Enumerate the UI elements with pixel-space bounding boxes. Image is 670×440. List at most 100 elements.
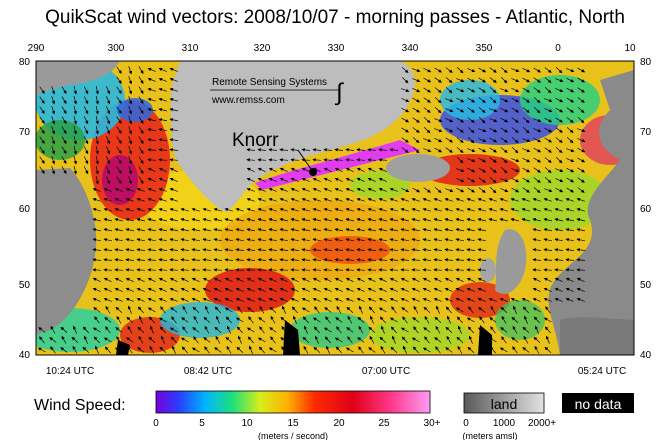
wind-vector-arrow	[499, 297, 508, 302]
wind-vector-arrow	[411, 248, 421, 252]
wind-map	[36, 61, 634, 355]
wind-vector-arrow	[544, 127, 553, 133]
wind-vector-arrow	[543, 317, 552, 323]
wind-vector-arrow	[114, 287, 123, 292]
wind-vector-arrow	[92, 197, 101, 202]
wind-vector-arrow	[543, 197, 552, 202]
wind-vector-arrow	[169, 77, 178, 82]
wind-vector-arrow	[73, 96, 77, 105]
wind-vector-arrow	[345, 268, 355, 272]
wind-vector-arrow	[39, 156, 45, 164]
wind-vector-arrow	[61, 106, 67, 114]
wind-vector-arrow	[511, 78, 520, 83]
wind-vector-arrow	[325, 316, 331, 324]
wind-vector-arrow	[147, 218, 156, 222]
wind-vector-arrow	[138, 315, 143, 324]
wind-vector-arrow	[378, 158, 388, 162]
wind-vector-arrow	[73, 146, 77, 155]
wind-vector-arrow	[147, 108, 156, 112]
wind-vector-arrow	[257, 337, 266, 343]
lon-tick: 10	[624, 43, 636, 54]
wind-vector-arrow	[478, 87, 486, 93]
wind-vector-arrow	[500, 98, 509, 103]
wind-vector-arrow	[411, 297, 420, 302]
wind-vector-arrow	[411, 238, 420, 242]
wind-vector-arrow	[467, 87, 476, 93]
wind-vector-arrow	[367, 287, 376, 292]
lat-tick: 70	[19, 127, 31, 138]
wind-vector-arrow	[279, 287, 288, 292]
wind-vector-arrow	[61, 335, 67, 344]
wind-vector-arrow	[543, 207, 552, 212]
wind-vector-arrow	[103, 337, 112, 343]
wind-vector-arrow	[191, 268, 201, 272]
wind-vector-arrow	[466, 287, 475, 292]
pass-time: 07:00 UTC	[362, 366, 410, 377]
wind-vector-arrow	[433, 218, 442, 222]
wind-vector-arrow	[114, 347, 123, 353]
wind-vector-arrow	[445, 306, 452, 314]
wind-vector-arrow	[445, 137, 453, 143]
wind-vector-arrow	[279, 187, 288, 192]
wind-vector-arrow	[554, 228, 563, 232]
wind-vector-arrow	[215, 335, 221, 344]
wind-vector-arrow	[312, 317, 321, 323]
wind-vector-arrow	[334, 218, 343, 222]
wind-vector-arrow	[290, 238, 299, 242]
wind-vector-arrow	[391, 306, 397, 314]
wind-vector-arrow	[533, 147, 542, 153]
speed-tick: 20	[333, 418, 345, 429]
wind-vector-arrow	[389, 297, 398, 302]
wind-vector-arrow	[302, 336, 310, 343]
wind-vector-arrow	[268, 268, 278, 272]
wind-vector-arrow	[555, 127, 563, 133]
wind-vector-arrow	[169, 187, 178, 192]
wind-vector-arrow	[532, 287, 541, 292]
wind-vector-arrow	[138, 126, 144, 134]
wind-vector-arrow	[270, 336, 276, 344]
wind-vector-arrow	[291, 326, 299, 333]
wind-vector-arrow	[336, 305, 342, 314]
wind-vector-arrow	[444, 248, 454, 252]
wind-vector-arrow	[478, 67, 487, 73]
wind-vector-arrow	[158, 228, 167, 232]
wind-vector-arrow	[467, 127, 475, 134]
wind-vector-arrow	[334, 177, 343, 182]
wind-vector-arrow	[137, 326, 145, 333]
wind-vector-arrow	[555, 137, 563, 143]
wind-vector-arrow	[158, 77, 167, 82]
wind-vector-arrow	[169, 197, 178, 202]
wind-vector-arrow	[158, 118, 167, 122]
wind-vector-arrow	[434, 67, 442, 73]
lon-tick: 340	[402, 43, 419, 54]
wind-vector-arrow	[290, 158, 300, 162]
wind-vector-arrow	[554, 238, 563, 242]
wind-vector-arrow	[39, 166, 45, 174]
wind-vector-arrow	[213, 238, 222, 242]
wind-vector-arrow	[489, 147, 497, 153]
wind-vector-arrow	[104, 317, 112, 323]
wind-vector-arrow	[565, 297, 574, 302]
wind-vector-arrow	[323, 277, 332, 283]
wind-vector-arrow	[555, 168, 564, 173]
wind-vector-arrow	[477, 297, 486, 302]
wind-vector-arrow	[136, 207, 145, 212]
wind-vector-arrow	[422, 277, 431, 283]
wind-vector-arrow	[433, 277, 442, 283]
wind-vector-arrow	[345, 248, 355, 252]
wind-vector-arrow	[389, 207, 398, 212]
wind-vector-arrow	[522, 107, 530, 113]
wind-vector-arrow	[390, 326, 397, 334]
wind-vector-arrow	[257, 238, 266, 242]
wind-vector-arrow	[106, 96, 111, 105]
lon-tick: 300	[108, 43, 125, 54]
wind-vector-arrow	[51, 106, 56, 115]
wind-vector-arrow	[202, 258, 212, 262]
wind-vector-arrow	[336, 326, 342, 334]
wind-vector-arrow	[114, 218, 123, 222]
wind-vector-arrow	[489, 127, 498, 133]
wind-vector-arrow	[345, 287, 354, 292]
wind-vector-arrow	[214, 306, 221, 314]
wind-vector-arrow	[389, 317, 398, 323]
wind-vector-arrow	[136, 268, 146, 272]
